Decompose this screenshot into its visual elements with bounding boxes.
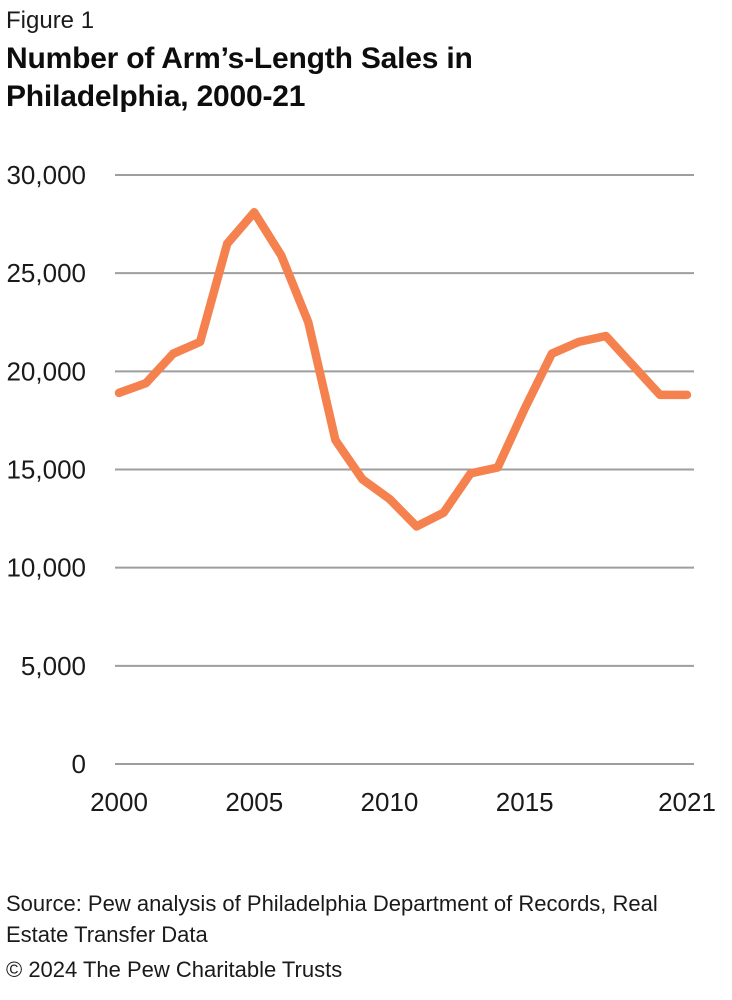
y-axis-label: 15,000 [6,455,86,485]
x-axis-label: 2005 [225,787,283,817]
figure-label: Figure 1 [6,7,95,34]
x-axis-label: 2000 [90,787,148,817]
x-axis-label: 2010 [361,787,419,817]
page-title: Number of Arm’s-Length Sales in Philadel… [6,42,473,113]
y-axis-label: 10,000 [6,553,86,583]
y-axis-label: 5,000 [21,651,86,681]
x-axis-label: 2021 [658,787,716,817]
x-axis-label: 2015 [496,787,554,817]
y-axis-label: 0 [72,749,86,779]
y-axis-label: 30,000 [6,160,86,190]
sales-data-line [114,208,692,531]
source-text: Source: Pew analysis of Philadelphia Dep… [6,891,658,947]
y-axis-label: 25,000 [6,258,86,288]
copyright-text: © 2024 The Pew Charitable Trusts [6,957,343,982]
y-axis-label: 20,000 [6,356,86,386]
